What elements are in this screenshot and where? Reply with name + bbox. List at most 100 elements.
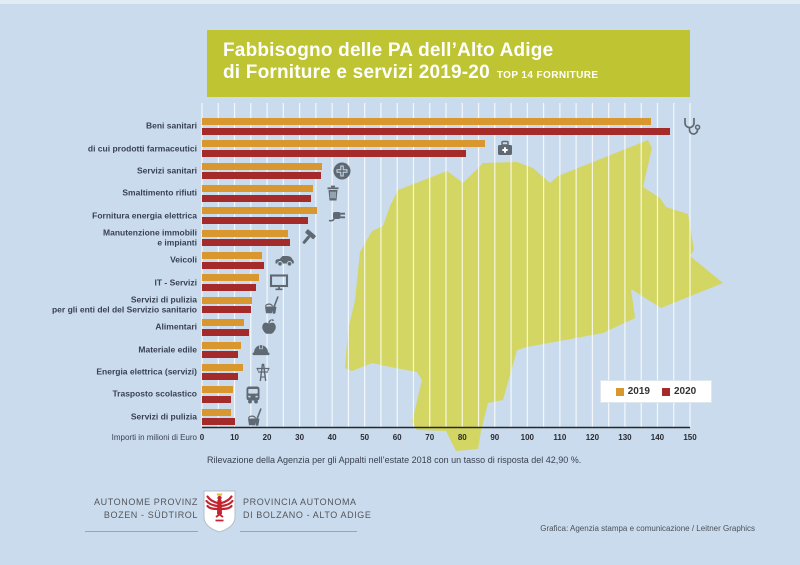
category-label: Veicoli	[170, 254, 197, 265]
bar-2019	[202, 408, 232, 416]
bar-2019	[202, 386, 233, 394]
hammer-icon	[299, 227, 321, 249]
medical-cross-icon	[331, 160, 353, 182]
apple-icon	[258, 316, 280, 338]
power-tower-icon	[252, 361, 274, 383]
x-axis-tick: 110	[553, 433, 567, 442]
bar-2020	[202, 395, 232, 403]
category-label: Energia elettrica (servizi)	[96, 366, 197, 377]
bar-2019	[202, 185, 313, 193]
bar-2020	[202, 194, 311, 202]
bar-2019	[202, 162, 323, 170]
bar-2020	[202, 216, 308, 224]
category-label: Materiale edile	[138, 344, 197, 354]
bar-2020	[202, 283, 256, 291]
bus-icon	[242, 383, 264, 405]
x-axis-tick: 80	[457, 433, 467, 442]
car-icon	[273, 249, 295, 271]
x-axis-tick: 150	[683, 433, 697, 442]
bar-2020	[202, 261, 264, 269]
alto-adige-map-silhouette	[345, 140, 723, 451]
legend-swatch	[662, 387, 670, 396]
legend-item-2020: 2020	[662, 386, 696, 397]
x-axis-tick: 120	[585, 433, 600, 442]
footer-it-line2: DI BOLZANO - ALTO ADIGE	[243, 509, 372, 520]
monitor-icon	[268, 271, 290, 293]
category-label: Servizi di pulizia	[130, 411, 197, 422]
x-axis-tick: 50	[360, 433, 370, 442]
footer-italian-name: PROVINCIA AUTONOMA DI BOLZANO - ALTO ADI…	[243, 496, 383, 521]
bar-2020	[202, 127, 671, 135]
bar-2019	[202, 363, 243, 371]
bar-2020	[202, 373, 238, 381]
bar-2019	[202, 229, 289, 237]
x-axis-tick: 10	[230, 433, 239, 442]
stethoscope-icon	[679, 115, 701, 137]
x-axis-tick: 20	[262, 433, 272, 442]
footer-de-line1: AUTONOME PROVINZ	[94, 497, 198, 507]
title-banner: Fabbisogno delle PA dell’Alto Adige di F…	[207, 30, 690, 97]
x-axis-tick: 70	[425, 433, 435, 442]
category-label: Fornitura energia elettrica	[92, 209, 197, 220]
bar-2019	[202, 207, 318, 215]
banner-title-suffix: TOP 14 FORNITURE	[496, 70, 599, 81]
banner-title-line1: Fabbisogno delle PA dell’Alto Adige	[223, 40, 554, 61]
x-axis-tick: 100	[520, 433, 535, 442]
x-axis-tick: 130	[618, 433, 632, 442]
trash-bin-icon	[322, 182, 344, 204]
bar-2019	[202, 296, 253, 304]
category-label: di cui prodotti farmaceutici	[87, 142, 197, 153]
axis-unit-label: Importi in milioni di Euro	[111, 433, 197, 442]
x-axis-tick: 30	[295, 433, 305, 442]
bar-2019	[202, 341, 242, 349]
graphics-credit: Grafica: Agenzia stampa e comunicazione …	[540, 524, 755, 533]
footer-german-name: AUTONOME PROVINZ BOZEN - SÜDTIROL	[58, 496, 198, 521]
x-axis-tick: 90	[490, 433, 500, 442]
category-label: Manutenzione immobili e impianti	[103, 227, 197, 247]
legend-swatch	[615, 387, 624, 396]
bar-2020	[202, 149, 466, 157]
bar-2019	[202, 118, 651, 125]
province-coat-of-arms	[203, 490, 236, 533]
x-axis-tick: 140	[650, 433, 665, 442]
eagle-body	[217, 499, 222, 515]
power-plug-icon	[326, 204, 348, 226]
category-label: IT - Servizi	[154, 276, 197, 287]
bar-2020	[202, 306, 251, 314]
bar-2019	[202, 140, 486, 148]
x-axis-tick: 40	[327, 433, 337, 442]
survey-caption: Rilevazione della Agenzia per gli Appalt…	[207, 455, 582, 465]
category-label: Beni sanitari	[145, 120, 197, 131]
category-label: Trasposto scolastico	[112, 388, 197, 399]
footer-rule-right	[240, 531, 357, 532]
bar-2020	[202, 172, 321, 180]
footer-rule-left	[85, 531, 198, 532]
legend-item-2019: 2019	[615, 386, 650, 397]
eagle-crown	[216, 493, 223, 496]
legend-label: 2019	[627, 386, 650, 397]
footer-de-line2: BOZEN - SÜDTIROL	[103, 509, 198, 520]
mop-bucket-icon	[244, 406, 266, 428]
banner-title-line2: di Forniture e servizi 2019-20 TOP 14 FOR…	[223, 62, 690, 87]
legend-label: 2020	[674, 386, 697, 397]
category-label: Smaltimento rifiuti	[122, 187, 197, 198]
mop-bucket-icon	[261, 294, 283, 316]
first-aid-kit-icon	[494, 137, 516, 159]
footer-it-line1: PROVINCIA AUTONOMA	[243, 497, 357, 507]
category-label: Servizi di pulizia per gli enti del del …	[51, 294, 197, 315]
eagle-tail	[215, 513, 224, 522]
category-label: Alimentari	[155, 321, 197, 332]
chart-legend: 2019 2020	[600, 380, 712, 403]
x-axis-tick: 0	[199, 433, 205, 442]
hard-hat-icon	[250, 339, 272, 361]
bar-2020	[202, 239, 290, 247]
eagle-wings	[205, 495, 234, 511]
gridlines	[201, 103, 691, 427]
x-axis-tick: 60	[392, 433, 402, 442]
bar-2020	[202, 351, 238, 358]
banner-title-line2-text: di Forniture e servizi 2019-20	[223, 62, 490, 83]
bar-2020	[202, 418, 235, 426]
bar-2019	[202, 274, 259, 282]
